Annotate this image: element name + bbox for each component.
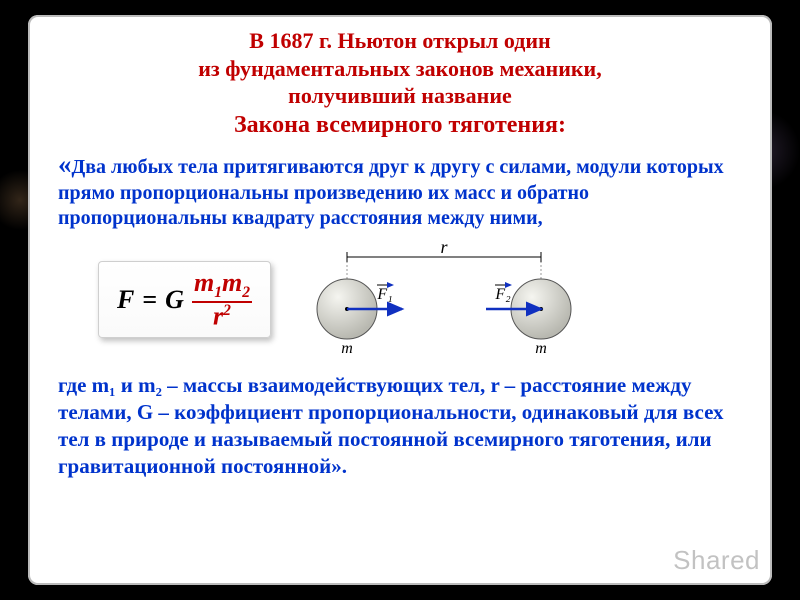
two-body-diagram: r F₁ F₂ m m bbox=[299, 237, 599, 362]
formula-denominator: r2 bbox=[211, 303, 233, 330]
svg-text:m: m bbox=[535, 340, 547, 357]
heading-law-name: Закона всемирного тяготения: bbox=[58, 110, 742, 140]
formula-box: F = G m1m2 r2 bbox=[98, 261, 271, 338]
heading-line-2: из фундаментальных законов механики, bbox=[58, 55, 742, 83]
explanation-text: где m₁ и m₂ – массы взаимодействующих те… bbox=[58, 372, 742, 480]
svg-text:F₁: F₁ bbox=[376, 286, 392, 303]
svg-text:m: m bbox=[341, 340, 353, 357]
diagram-svg: r F₁ F₂ m m bbox=[299, 237, 589, 357]
formula-and-diagram-row: F = G m1m2 r2 r F₁ F₂ m m bbox=[98, 237, 742, 362]
svg-text:r: r bbox=[441, 237, 449, 257]
formula-equals: = bbox=[142, 285, 157, 315]
heading-block: В 1687 г. Ньютон открыл один из фундамен… bbox=[58, 27, 742, 140]
formula-numerator: m1m2 bbox=[192, 270, 252, 301]
heading-line-1: В 1687 г. Ньютон открыл один bbox=[58, 27, 742, 55]
svg-text:F₂: F₂ bbox=[494, 286, 511, 303]
law-statement-text: Два любых тела притягиваются друг к друг… bbox=[58, 156, 724, 230]
open-quote: « bbox=[58, 149, 72, 179]
formula-fraction: m1m2 r2 bbox=[192, 270, 252, 329]
watermark: Shared bbox=[673, 545, 760, 576]
formula-G: G bbox=[165, 285, 184, 315]
slide-card: В 1687 г. Ньютон открыл один из фундамен… bbox=[28, 15, 772, 585]
heading-line-3: получивший название bbox=[58, 82, 742, 110]
formula-F: F bbox=[117, 285, 134, 315]
law-statement: «Два любых тела притягиваются друг к дру… bbox=[58, 148, 742, 232]
